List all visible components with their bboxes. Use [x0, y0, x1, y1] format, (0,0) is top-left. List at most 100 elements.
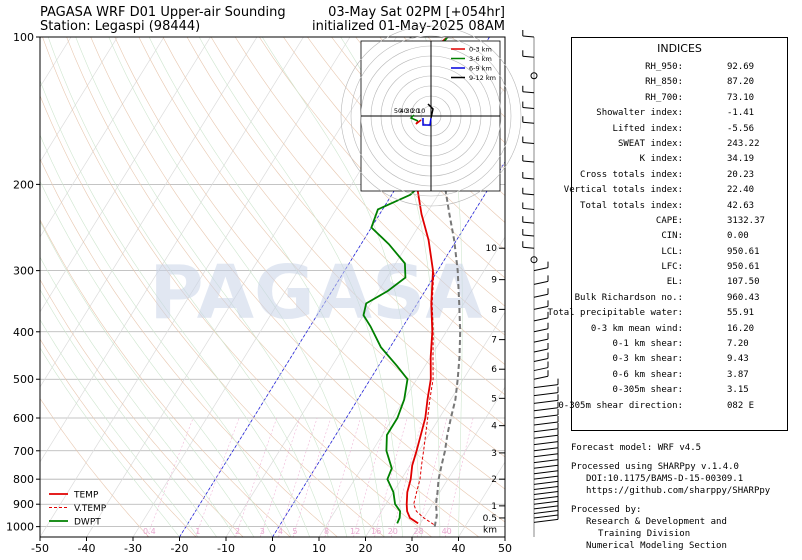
- index-row: Bulk Richardson no.: 960.43: [572, 293, 787, 308]
- legend-label: TEMP: [73, 491, 99, 501]
- mixing-ratio-label: 3: [260, 527, 265, 536]
- x-tick-label: 30: [405, 542, 419, 555]
- wind-barb: [533, 267, 549, 272]
- index-label: CIN:: [661, 231, 683, 242]
- index-row: 0-305m shear direction: 082 E: [558, 401, 787, 416]
- mixing-ratio-label: 12: [350, 527, 360, 536]
- x-tick-label: 50: [498, 542, 512, 555]
- mixing-ratio-label: 4: [278, 527, 283, 536]
- wind-barb: [522, 234, 535, 237]
- y-tick-label: 200: [13, 178, 34, 191]
- index-label: 0-1 km shear:: [612, 339, 683, 350]
- dry-adiabat: [307, 37, 505, 251]
- wind-barb: [533, 348, 549, 353]
- dry-adiabat: [162, 37, 505, 426]
- y-tick-label: 500: [13, 373, 34, 386]
- dry-adiabat: [90, 37, 505, 523]
- height-label: 1: [491, 502, 497, 512]
- index-label: CAPE:: [655, 215, 683, 226]
- moist-adiabat: [40, 134, 292, 537]
- wind-barb: [533, 384, 559, 389]
- wind-barb: [533, 470, 559, 475]
- moist-adiabat: [148, 37, 385, 537]
- y-tick-label: 1000: [6, 521, 34, 534]
- wind-barb: [522, 207, 535, 210]
- index-row: SWEAT index: 243.22: [572, 139, 787, 154]
- dry-adiabat: [186, 37, 505, 396]
- hodograph-legend-label: 9-12 km: [469, 74, 496, 82]
- processed-using: Processed using SHARPpy v.1.4.0: [571, 462, 739, 472]
- height-label: 4: [491, 422, 497, 432]
- index-value: 950.61: [727, 262, 760, 273]
- height-label: 8: [491, 305, 497, 315]
- mixing-ratio-line: [260, 417, 301, 537]
- index-label: 0-3 km shear:: [612, 354, 683, 365]
- dry-adiabat: [40, 94, 385, 537]
- org-line-1: Research & Development and: [586, 517, 727, 527]
- index-label: Lifted index:: [612, 123, 683, 134]
- index-row: K index: 34.19: [572, 154, 787, 169]
- wind-barb: [533, 328, 549, 333]
- chart-legend: TEMP V.TEMP DWPT: [49, 491, 107, 528]
- hodograph-ring: [340, 25, 522, 207]
- isotherm-line: [272, 161, 505, 537]
- moist-adiabat: [108, 37, 366, 537]
- wind-barb: [522, 193, 535, 196]
- index-value: 9.43: [727, 354, 749, 365]
- isotherm-line: [40, 37, 304, 463]
- wind-barb: [533, 317, 549, 322]
- index-value: -5.56: [727, 123, 755, 134]
- wind-barb: [533, 338, 549, 343]
- index-value: 20.23: [727, 169, 755, 180]
- index-label: Total totals index:: [580, 200, 683, 211]
- isotherm-line: [40, 37, 165, 238]
- wind-barb: [533, 434, 559, 439]
- credits-block: Forecast model: WRF v4.5 Processed using…: [571, 442, 770, 552]
- mixing-ratio-line: [146, 417, 194, 537]
- index-value: 22.40: [727, 185, 755, 196]
- mixing-ratio-line: [374, 417, 408, 537]
- chart-header-left: PAGASA WRF D01 Upper-air Sounding Statio…: [40, 6, 286, 34]
- height-label: 6: [491, 365, 497, 375]
- mixing-ratio-line: [278, 417, 318, 537]
- wind-barb: [533, 293, 549, 298]
- x-tick-label: -10: [217, 542, 235, 555]
- index-row: 0-1 km shear: 7.20: [572, 339, 787, 354]
- index-value: 34.19: [727, 154, 755, 165]
- index-label: Showalter index:: [596, 108, 683, 119]
- mixing-ratio-line: [195, 417, 240, 537]
- index-value: 42.63: [727, 200, 755, 211]
- moist-adiabat: [40, 180, 273, 537]
- series-vtemp-line: [413, 270, 435, 525]
- moist-adiabat: [340, 37, 441, 537]
- moist-adiabat: [40, 347, 180, 537]
- index-row: RH_950: 92.69: [572, 62, 787, 77]
- calm-circle: [530, 72, 538, 80]
- height-label: 5: [491, 394, 497, 404]
- dry-adiabat: [40, 338, 197, 537]
- index-value: 92.69: [727, 62, 755, 72]
- isotherm-line: [40, 37, 72, 88]
- wind-barb: [533, 305, 549, 310]
- index-label: 0-3 km mean wind:: [590, 323, 683, 334]
- wind-barb: [533, 505, 559, 510]
- wind-barb: [533, 414, 559, 419]
- wind-barb: [533, 447, 559, 452]
- wind-barb: [533, 367, 549, 372]
- index-row: RH_700: 73.10: [572, 93, 787, 108]
- index-value: 7.20: [727, 339, 749, 350]
- wind-barb: [533, 464, 559, 469]
- moist-adiabat: [40, 288, 217, 537]
- mixing-ratio-label: 40: [442, 527, 452, 536]
- indices-panel: INDICES RH_950: 92.69 RH_850: 87.20 RH_700: 7…: [548, 37, 788, 431]
- dry-adiabat: [40, 157, 338, 537]
- mixing-ratio-label: 2: [235, 527, 240, 536]
- index-row: 0-3 km shear: 9.43: [572, 354, 787, 369]
- hodograph-trace: [422, 117, 432, 126]
- dry-adiabat: [138, 37, 505, 458]
- dry-adiabat: [40, 218, 291, 537]
- hodograph-legend-label: 0-3 km: [469, 46, 492, 54]
- moist-adiabat: [47, 37, 329, 537]
- index-row: CIN: 0.00: [572, 231, 787, 246]
- mixing-ratio-line: [353, 417, 388, 537]
